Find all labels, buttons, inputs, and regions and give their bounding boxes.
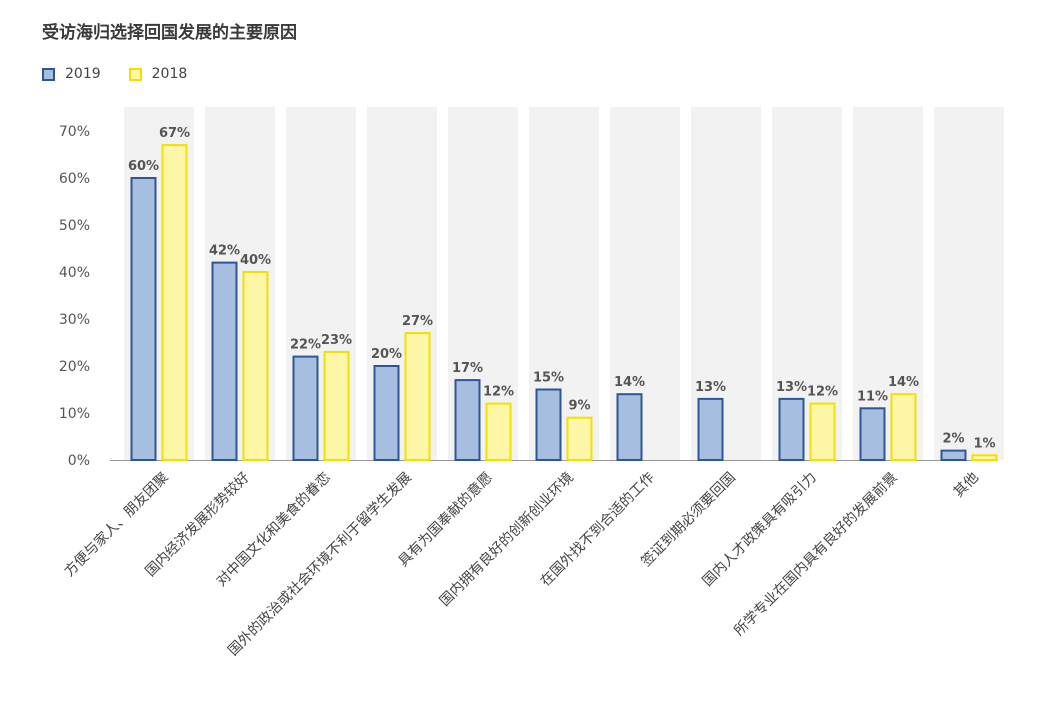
legend-item-2019: 2019 [42,66,101,82]
value-label: 23% [321,333,352,348]
legend-label-2018: 2018 [151,66,188,82]
y-tick-label: 40% [59,265,90,281]
category-label: 其他 [951,470,982,501]
legend-item-2018: 2018 [128,66,188,82]
value-label: 9% [568,399,590,414]
value-label: 20% [371,347,402,362]
category-label: 所学专业在国内具有良好的发展前景 [730,469,900,639]
value-label: 12% [807,385,838,400]
legend-swatch-2018 [128,67,142,81]
bar-2018 [809,402,836,462]
bar-2018 [242,271,269,461]
legend: 2019 2018 [42,66,215,82]
bar-2018 [566,416,593,462]
value-label: 60% [128,159,159,174]
y-tick-label: 60% [59,171,90,187]
bar-2018 [485,402,512,462]
column-band [934,107,1004,460]
bar-2018 [404,332,431,462]
value-label: 22% [290,338,321,353]
value-label: 17% [452,361,483,376]
bar-2019 [697,397,724,461]
category-label: 国内拥有良好的创新创业环境 [437,470,577,610]
value-label: 15% [533,371,564,386]
chart-title: 受访海归选择回国发展的主要原因 [42,23,297,43]
y-tick-label: 0% [68,453,90,469]
value-label: 1% [973,436,995,451]
bar-2019 [211,261,238,461]
y-tick-label: 50% [59,218,90,234]
value-label: 13% [695,380,726,395]
bar-2018 [890,393,917,462]
bar-2019 [940,449,967,462]
category-label: 国外的政治或社会环境不利于留学生发展 [225,470,415,660]
legend-label-2019: 2019 [65,66,101,82]
value-label: 42% [209,244,240,259]
bar-2019 [373,365,400,461]
y-tick-label: 70% [59,124,90,140]
y-tick-label: 20% [59,359,90,375]
y-tick-label: 30% [59,312,90,328]
legend-swatch-2019 [42,67,55,81]
bar-2019 [130,177,157,461]
value-label: 12% [483,385,514,400]
value-label: 27% [402,314,433,329]
y-tick-label: 10% [59,406,90,422]
value-label: 13% [776,380,807,395]
value-label: 11% [857,389,888,404]
value-label: 14% [888,375,919,390]
bar-2019 [454,379,481,462]
bar-2019 [535,388,562,461]
value-label: 40% [240,253,271,268]
bar-2019 [292,355,319,462]
bar-2019 [616,393,643,462]
bar-2019 [859,407,886,461]
value-label: 67% [159,126,190,141]
bar-2019 [778,397,805,461]
bar-2018 [323,350,350,461]
value-label: 2% [942,432,964,447]
bar-2018 [971,454,998,461]
value-label: 14% [614,375,645,390]
bar-2018 [161,144,188,461]
